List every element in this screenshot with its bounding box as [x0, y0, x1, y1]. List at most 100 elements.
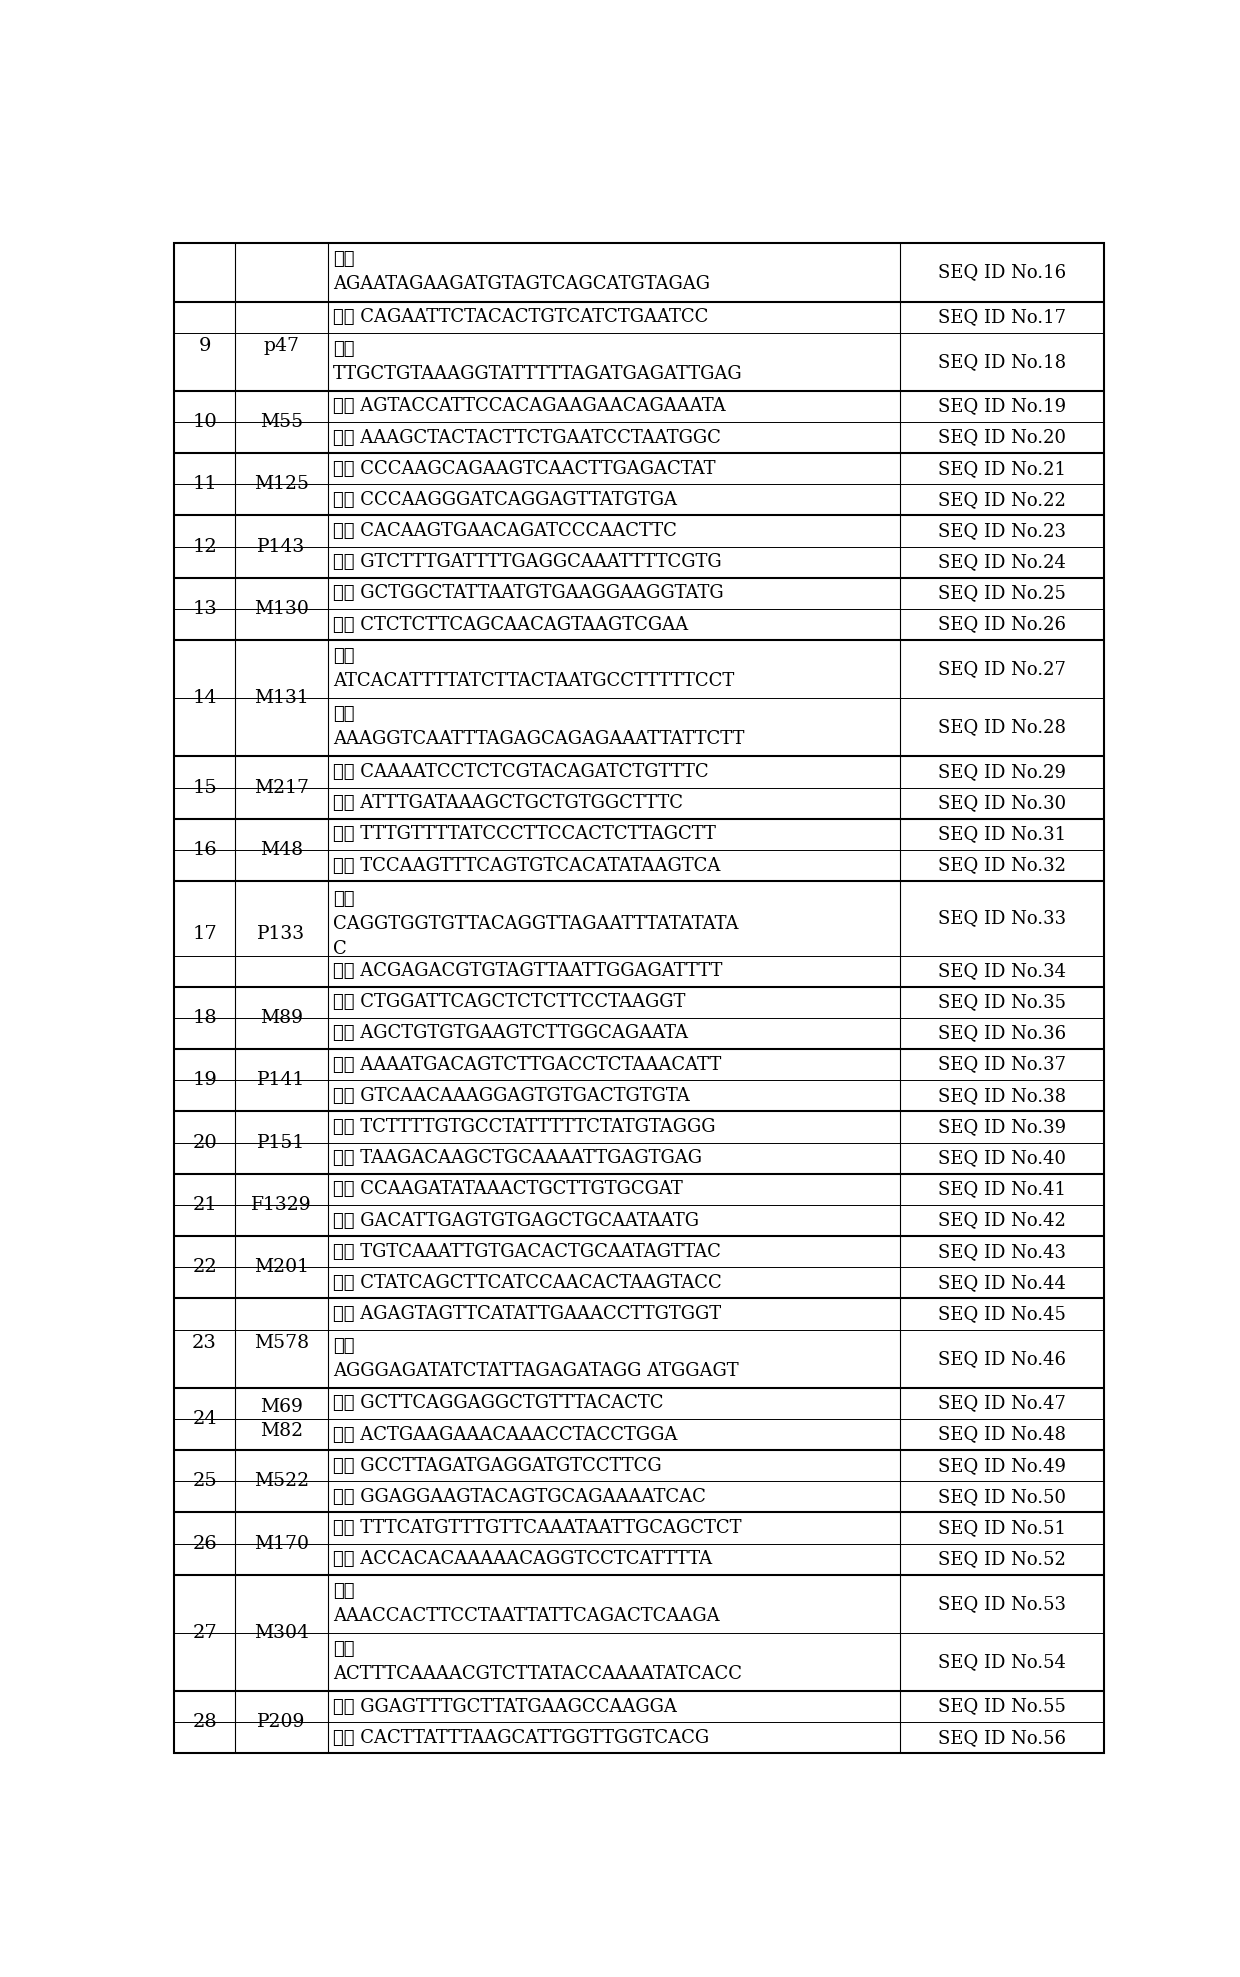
Text: 下游 ACCACACAAAAACAGGTCCTCATTTTA: 下游 ACCACACAAAAACAGGTCCTCATTTTA	[334, 1550, 712, 1568]
Text: 上游 AGTACCATTCCACAGAAGAACAGAAATA: 上游 AGTACCATTCCACAGAAGAACAGAAATA	[334, 397, 725, 415]
Text: SEQ ID No.37: SEQ ID No.37	[939, 1056, 1066, 1074]
Text: P141: P141	[257, 1072, 305, 1089]
Text: M522: M522	[254, 1473, 309, 1491]
Text: SEQ ID No.56: SEQ ID No.56	[939, 1728, 1066, 1748]
Text: 下游 ACTGAAGAAACAAACCTACCTGGA: 下游 ACTGAAGAAACAAACCTACCTGGA	[334, 1425, 677, 1443]
Text: 24: 24	[192, 1410, 217, 1427]
Text: 27: 27	[192, 1623, 217, 1643]
Text: SEQ ID No.45: SEQ ID No.45	[939, 1305, 1066, 1323]
Text: M130: M130	[254, 601, 309, 619]
Text: 上游 CAAAATCCTCTCGTACAGATCTGTTTC: 上游 CAAAATCCTCTCGTACAGATCTGTTTC	[334, 763, 709, 781]
Text: 下游 CACTTATTTAAGCATTGGTTGGTCACG: 下游 CACTTATTTAAGCATTGGTTGGTCACG	[334, 1728, 709, 1748]
Text: 下游 AAAGCTACTACTTCTGAATCCTAATGGC: 下游 AAAGCTACTACTTCTGAATCCTAATGGC	[334, 429, 722, 447]
Text: 上游
CAGGTGGTGTTACAGGTTAGAATTTATATATA
C: 上游 CAGGTGGTGTTACAGGTTAGAATTTATATATA C	[334, 890, 739, 959]
Text: SEQ ID No.39: SEQ ID No.39	[937, 1117, 1066, 1137]
Text: SEQ ID No.50: SEQ ID No.50	[939, 1489, 1066, 1506]
Text: SEQ ID No.18: SEQ ID No.18	[937, 352, 1066, 372]
Text: P151: P151	[257, 1133, 305, 1151]
Text: 21: 21	[192, 1196, 217, 1214]
Text: M69
M82: M69 M82	[259, 1398, 303, 1439]
Text: SEQ ID No.22: SEQ ID No.22	[939, 490, 1066, 508]
Text: SEQ ID No.43: SEQ ID No.43	[939, 1244, 1066, 1261]
Text: SEQ ID No.28: SEQ ID No.28	[939, 718, 1066, 735]
Text: SEQ ID No.48: SEQ ID No.48	[939, 1425, 1066, 1443]
Text: SEQ ID No.21: SEQ ID No.21	[939, 461, 1066, 478]
Text: M217: M217	[254, 779, 309, 797]
Text: SEQ ID No.29: SEQ ID No.29	[939, 763, 1066, 781]
Text: 上游 AGAGTAGTTCATATTGAAACCTTGTGGT: 上游 AGAGTAGTTCATATTGAAACCTTGTGGT	[334, 1305, 722, 1323]
Text: 上游 GCTGGCTATTAATGTGAAGGAAGGTATG: 上游 GCTGGCTATTAATGTGAAGGAAGGTATG	[334, 585, 724, 603]
Text: SEQ ID No.20: SEQ ID No.20	[939, 429, 1066, 447]
Text: M170: M170	[254, 1534, 309, 1552]
Text: 9: 9	[198, 338, 211, 356]
Text: SEQ ID No.32: SEQ ID No.32	[939, 856, 1066, 874]
Text: 下游
TTGCTGTAAAGGTATTTTTAGATGAGATTGAG: 下游 TTGCTGTAAAGGTATTTTTAGATGAGATTGAG	[334, 340, 743, 384]
Text: 11: 11	[192, 474, 217, 494]
Text: 下游
AGAATAGAAGATGTAGTCAGCATGTAGAG: 下游 AGAATAGAAGATGTAGTCAGCATGTAGAG	[334, 251, 711, 293]
Text: M89: M89	[260, 1008, 303, 1026]
Text: 上游 CACAAGTGAACAGATCCCAACTTC: 上游 CACAAGTGAACAGATCCCAACTTC	[334, 522, 677, 540]
Text: 28: 28	[192, 1714, 217, 1732]
Text: 上游 TTTCATGTTTGTTCAAATAATTGCAGCTCT: 上游 TTTCATGTTTGTTCAAATAATTGCAGCTCT	[334, 1518, 742, 1536]
Text: 18: 18	[192, 1008, 217, 1026]
Text: 下游
AGGGAGATATCTATTAGAGATAGG ATGGAGT: 下游 AGGGAGATATCTATTAGAGATAGG ATGGAGT	[334, 1336, 739, 1380]
Text: p47: p47	[263, 338, 299, 356]
Text: 26: 26	[192, 1534, 217, 1552]
Text: 下游 CCCAAGGGATCAGGAGTTATGTGA: 下游 CCCAAGGGATCAGGAGTTATGTGA	[334, 490, 677, 508]
Text: 下游 TCCAAGTTTCAGTGTCACATATAAGTCA: 下游 TCCAAGTTTCAGTGTCACATATAAGTCA	[334, 856, 720, 874]
Text: SEQ ID No.27: SEQ ID No.27	[939, 660, 1066, 678]
Text: SEQ ID No.52: SEQ ID No.52	[939, 1550, 1066, 1568]
Text: SEQ ID No.40: SEQ ID No.40	[939, 1149, 1066, 1166]
Text: 下游 CTATCAGCTTCATCCAACACTAAGTACC: 下游 CTATCAGCTTCATCCAACACTAAGTACC	[334, 1273, 722, 1291]
Text: 上游 TCTTTTGTGCCTATTTTTCTATGTAGGG: 上游 TCTTTTGTGCCTATTTTTCTATGTAGGG	[334, 1117, 715, 1137]
Text: 13: 13	[192, 601, 217, 619]
Text: SEQ ID No.35: SEQ ID No.35	[939, 992, 1066, 1012]
Text: SEQ ID No.17: SEQ ID No.17	[939, 308, 1066, 326]
Text: SEQ ID No.44: SEQ ID No.44	[939, 1273, 1066, 1291]
Text: SEQ ID No.38: SEQ ID No.38	[937, 1087, 1066, 1105]
Text: 15: 15	[192, 779, 217, 797]
Text: SEQ ID No.42: SEQ ID No.42	[939, 1212, 1066, 1230]
Text: 上游 TTTGTTTTATCCCTTCCACTCTTAGCTT: 上游 TTTGTTTTATCCCTTCCACTCTTAGCTT	[334, 824, 717, 844]
Text: SEQ ID No.33: SEQ ID No.33	[937, 909, 1066, 927]
Text: SEQ ID No.36: SEQ ID No.36	[937, 1024, 1066, 1042]
Text: M55: M55	[259, 413, 303, 431]
Text: SEQ ID No.41: SEQ ID No.41	[939, 1180, 1066, 1198]
Text: 17: 17	[192, 925, 217, 943]
Text: SEQ ID No.51: SEQ ID No.51	[939, 1518, 1066, 1536]
Text: 22: 22	[192, 1257, 217, 1277]
Text: SEQ ID No.30: SEQ ID No.30	[937, 795, 1066, 813]
Text: 下游 GGAGGAAGTACAGTGCAGAAAATCAC: 下游 GGAGGAAGTACAGTGCAGAAAATCAC	[334, 1489, 706, 1506]
Text: 下游 GTCTTTGATTTTGAGGCAAATTTTCGTG: 下游 GTCTTTGATTTTGAGGCAAATTTTCGTG	[334, 554, 722, 571]
Text: 下游 ATTTGATAAAGCTGCTGTGGCTTTC: 下游 ATTTGATAAAGCTGCTGTGGCTTTC	[334, 795, 683, 813]
Text: 上游 GCTTCAGGAGGCTGTTTACACTC: 上游 GCTTCAGGAGGCTGTTTACACTC	[334, 1394, 663, 1412]
Text: 下游 ACGAGACGTGTAGTTAATTGGAGATTTT: 下游 ACGAGACGTGTAGTTAATTGGAGATTTT	[334, 963, 723, 981]
Text: SEQ ID No.24: SEQ ID No.24	[939, 554, 1066, 571]
Text: SEQ ID No.49: SEQ ID No.49	[939, 1457, 1066, 1475]
Text: 下游 GTCAACAAAGGAGTGTGACTGTGTA: 下游 GTCAACAAAGGAGTGTGACTGTGTA	[334, 1087, 689, 1105]
Text: 上游 TGTCAAATTGTGACACTGCAATAGTTAC: 上游 TGTCAAATTGTGACACTGCAATAGTTAC	[334, 1244, 722, 1261]
Text: 16: 16	[192, 840, 217, 858]
Text: 上游 CAGAATTCTACACTGTCATCTGAATCC: 上游 CAGAATTCTACACTGTCATCTGAATCC	[334, 308, 708, 326]
Text: 上游 AAAATGACAGTCTTGACCTCTAAACATT: 上游 AAAATGACAGTCTTGACCTCTAAACATT	[334, 1056, 722, 1074]
Text: P209: P209	[257, 1714, 305, 1732]
Text: SEQ ID No.53: SEQ ID No.53	[939, 1595, 1066, 1613]
Text: 14: 14	[192, 690, 217, 708]
Text: 上游
AAACCACTTCCTAATTATTCAGACTCAAGA: 上游 AAACCACTTCCTAATTATTCAGACTCAAGA	[334, 1582, 720, 1625]
Text: 上游 GCCTTAGATGAGGATGTCCTTCG: 上游 GCCTTAGATGAGGATGTCCTTCG	[334, 1457, 662, 1475]
Text: 下游
ACTTTCAAAACGTCTTATACCAAAATATCACC: 下游 ACTTTCAAAACGTCTTATACCAAAATATCACC	[334, 1639, 743, 1682]
Text: SEQ ID No.55: SEQ ID No.55	[939, 1698, 1066, 1716]
Text: SEQ ID No.47: SEQ ID No.47	[939, 1394, 1066, 1412]
Text: SEQ ID No.25: SEQ ID No.25	[939, 585, 1066, 603]
Text: 20: 20	[192, 1133, 217, 1151]
Text: P133: P133	[257, 925, 305, 943]
Text: M125: M125	[254, 474, 309, 494]
Text: SEQ ID No.23: SEQ ID No.23	[939, 522, 1066, 540]
Text: 上游 CCCAAGCAGAAGTCAACTTGAGACTAT: 上游 CCCAAGCAGAAGTCAACTTGAGACTAT	[334, 461, 715, 478]
Text: 10: 10	[192, 413, 217, 431]
Text: 25: 25	[192, 1473, 217, 1491]
Text: M304: M304	[254, 1623, 309, 1643]
Text: SEQ ID No.34: SEQ ID No.34	[939, 963, 1066, 981]
Text: 12: 12	[192, 538, 217, 556]
Text: SEQ ID No.54: SEQ ID No.54	[939, 1653, 1066, 1671]
